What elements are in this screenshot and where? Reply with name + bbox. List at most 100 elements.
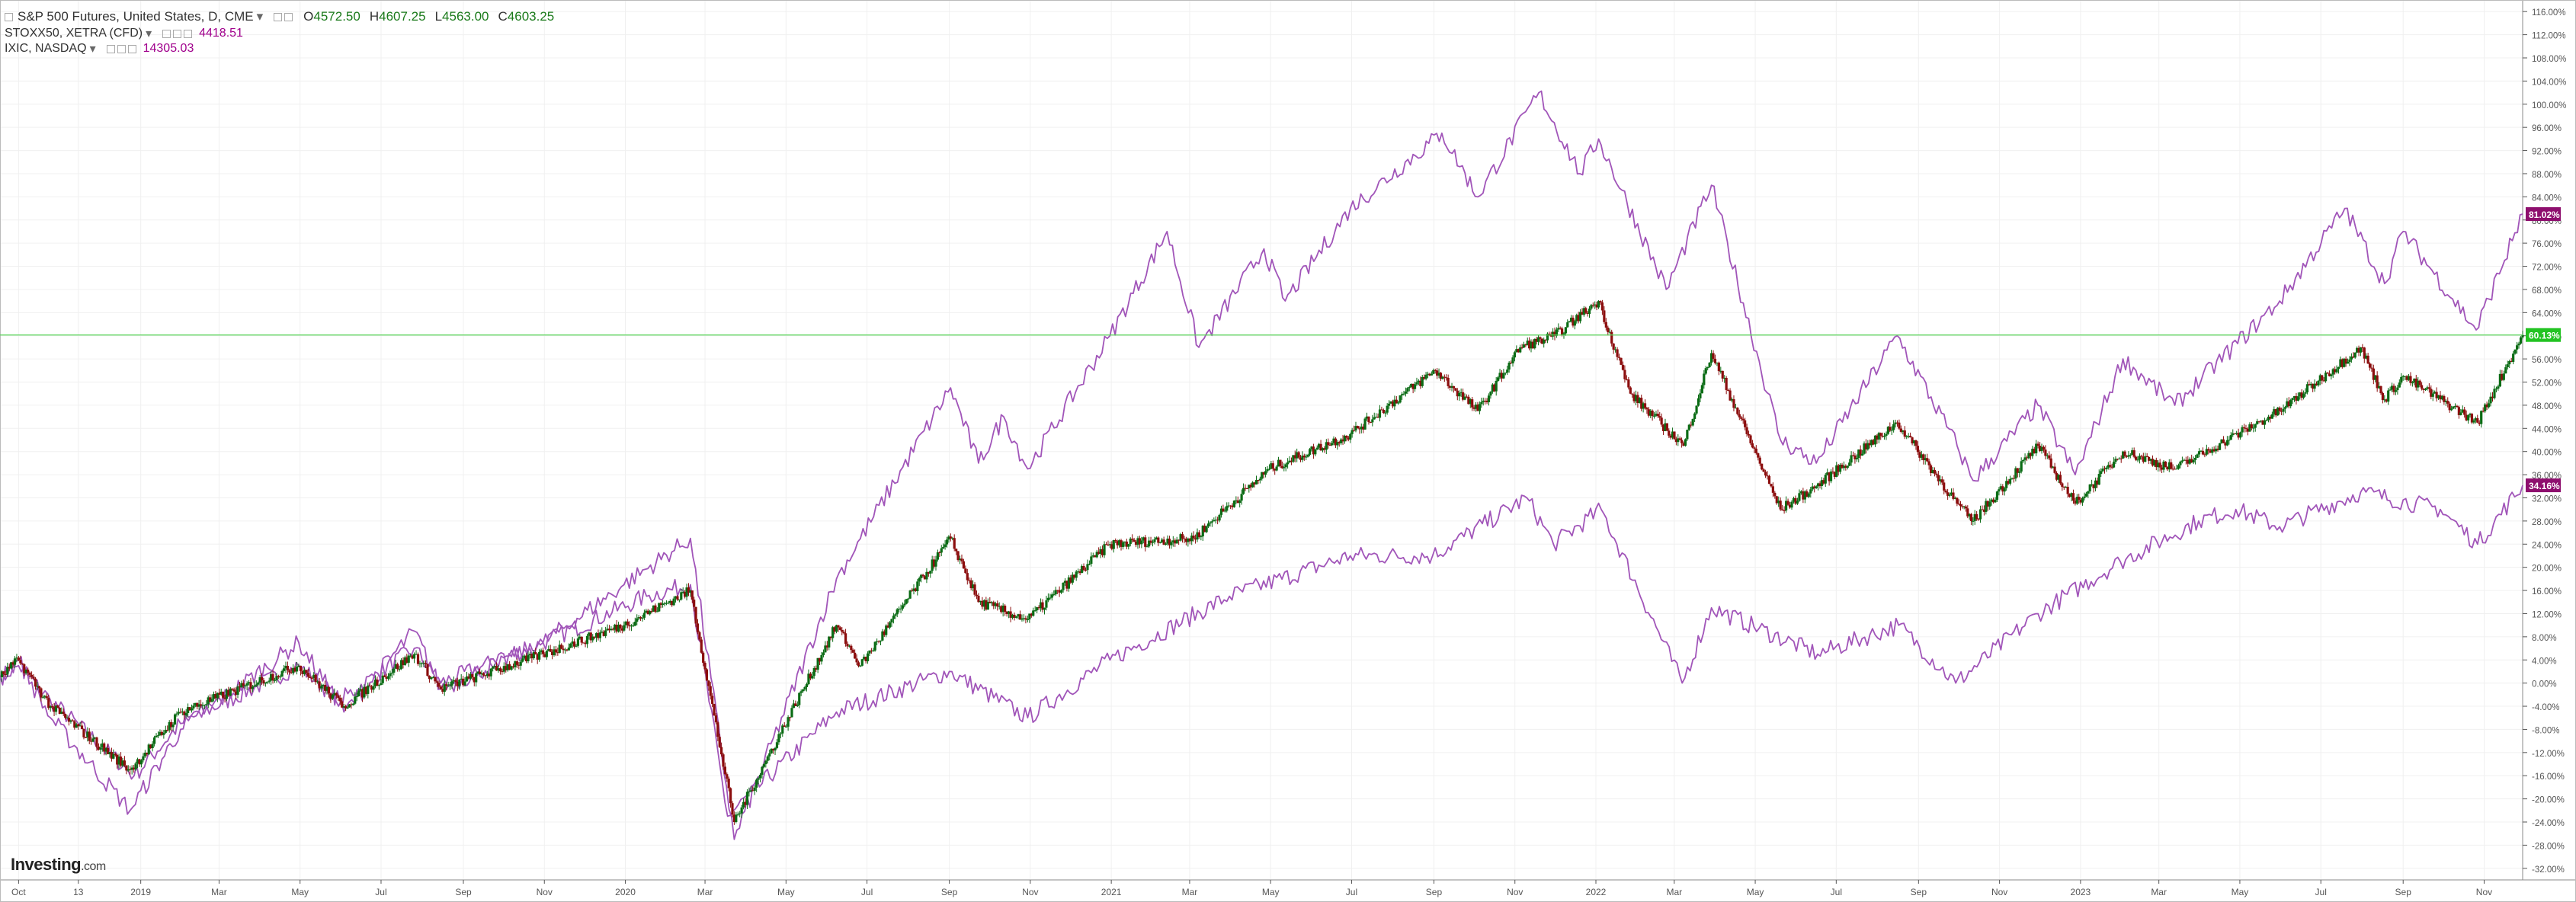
candle-body (2107, 465, 2110, 468)
candle-body (1673, 431, 1676, 440)
candle-body (2461, 409, 2464, 413)
chevron-down-icon[interactable]: ▾ (146, 27, 152, 40)
candle-body (258, 677, 261, 683)
candle-body (655, 611, 658, 613)
candle-body (2005, 481, 2008, 488)
close-icon[interactable] (184, 29, 193, 38)
candle-body (894, 614, 897, 616)
candle-body (1687, 424, 1690, 430)
y-tick-label: 96.00% (2532, 124, 2562, 133)
candle-body (1323, 448, 1326, 450)
candle-body (1530, 341, 1533, 349)
candle-body (2149, 459, 2152, 461)
candle-body (192, 705, 195, 708)
candle-body (519, 661, 522, 666)
candle-body (129, 769, 132, 770)
candle-body (338, 697, 341, 702)
candle-body (1413, 384, 1417, 389)
candle-body (888, 622, 892, 628)
candle-body (2389, 389, 2392, 391)
candle-body (309, 676, 312, 678)
candle-body (1747, 433, 1751, 436)
candle-body (1004, 605, 1007, 613)
x-tick-label: Mar (1666, 887, 1682, 897)
collapse-icon[interactable] (5, 12, 13, 21)
candle-body (975, 594, 979, 597)
candle-body (758, 774, 762, 779)
candle-body (953, 538, 956, 549)
chevron-down-icon[interactable]: ▾ (256, 9, 264, 24)
legend-compare-row[interactable]: STOXX50, XETRA (CFD) ▾ 4418.51 (5, 26, 563, 41)
legend-compare-label[interactable]: IXIC, NASDAQ (5, 42, 87, 55)
legend-main-row[interactable]: S&P 500 Futures, United States, D, CME ▾… (5, 8, 563, 26)
candle-body (2177, 465, 2180, 469)
candle-body (2296, 396, 2299, 401)
legend-high: H4607.25 (369, 9, 426, 24)
candle-body (705, 669, 709, 681)
settings-icon[interactable] (274, 12, 283, 21)
candle-body (632, 625, 635, 627)
visibility-icon[interactable] (162, 29, 171, 38)
y-tick-label: 40.00% (2532, 449, 2562, 458)
candle-body (1713, 358, 1717, 363)
chevron-down-icon[interactable]: ▾ (89, 43, 96, 56)
candle-body (1779, 501, 1782, 510)
candle-body (295, 667, 299, 672)
legend-compare-label[interactable]: STOXX50, XETRA (CFD) (5, 27, 143, 40)
y-tick-label: -4.00% (2532, 703, 2559, 712)
candle-body (619, 625, 622, 629)
candle-body (1449, 385, 1452, 388)
legend-compare-row[interactable]: IXIC, NASDAQ ▾ 14305.03 (5, 41, 563, 56)
candle-body (2405, 376, 2408, 380)
candle-body (2274, 409, 2277, 416)
x-tick-label: Sep (941, 887, 958, 897)
candle-body (257, 682, 260, 685)
close-icon[interactable] (284, 12, 293, 21)
candle-body (1665, 423, 1668, 431)
candle-body (456, 681, 459, 686)
candle-body (1136, 538, 1139, 545)
settings-icon[interactable] (173, 29, 182, 38)
candle-body (480, 673, 483, 675)
candle-body (2339, 359, 2342, 367)
candle-body (34, 678, 37, 687)
candle-body (407, 655, 410, 663)
candle-body (598, 632, 601, 638)
candle-body (560, 645, 563, 649)
candle-body (863, 657, 866, 660)
x-tick-label: 2019 (130, 887, 151, 897)
candle-body (1894, 422, 1897, 424)
candle-body (2125, 456, 2129, 457)
legend-main-title[interactable]: S&P 500 Futures, United States, D, CME (18, 9, 254, 24)
candle-body (1751, 443, 1754, 448)
candle-body (360, 689, 364, 698)
candle-body (2348, 359, 2351, 363)
settings-icon[interactable] (117, 44, 126, 53)
candle-body (828, 636, 831, 648)
candle-body (262, 680, 265, 684)
candle-body (1649, 410, 1652, 416)
candle-body (1757, 453, 1760, 458)
last-value-badge (2526, 328, 2561, 342)
candle-body (434, 676, 437, 682)
candle-body (1395, 399, 1398, 404)
candle-body (1347, 437, 1350, 440)
candle-body (482, 673, 485, 676)
candle-body (890, 619, 893, 623)
candle-body (1691, 418, 1694, 426)
candle-body (1330, 443, 1334, 446)
candle-body (645, 610, 648, 613)
candle-body (2404, 376, 2407, 377)
y-tick-label: 100.00% (2532, 101, 2566, 110)
close-icon[interactable] (127, 44, 136, 53)
candle-body (966, 573, 969, 581)
candle-body (549, 648, 552, 652)
visibility-icon[interactable] (106, 44, 115, 53)
x-tick-label: Jul (2315, 887, 2327, 897)
candle-body (335, 692, 338, 696)
candle-body (238, 686, 242, 688)
candle-body (60, 712, 63, 715)
